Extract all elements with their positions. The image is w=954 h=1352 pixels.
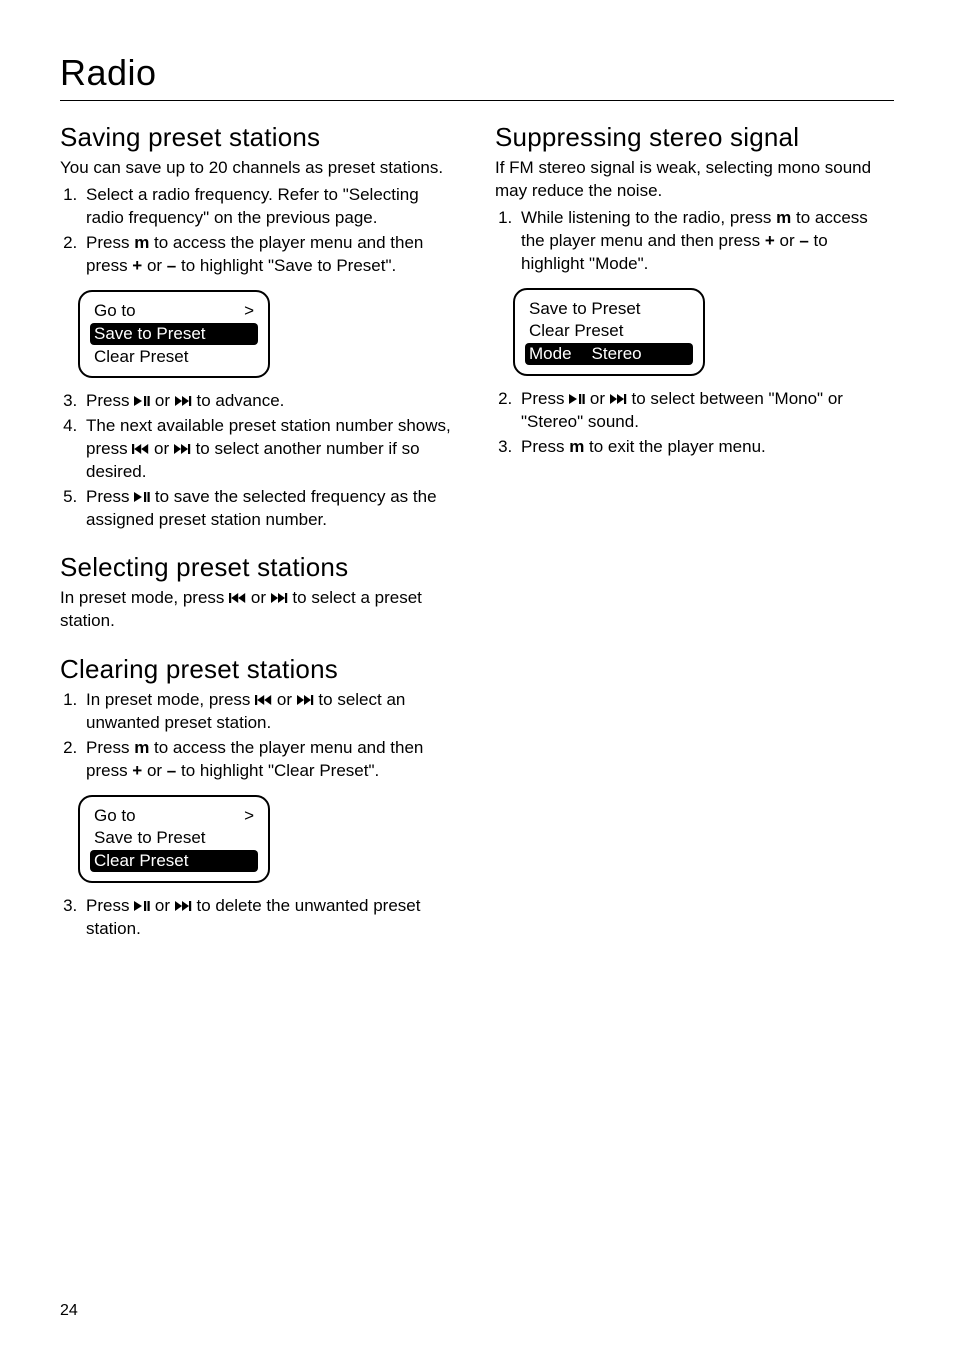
heading-suppressing: Suppressing stereo signal xyxy=(495,123,894,153)
back-end-icon xyxy=(229,593,246,604)
saving-step-4: The next available preset station number… xyxy=(82,415,459,484)
selecting-lead: In preset mode, press or to select a pre… xyxy=(60,587,459,633)
clearing-step-3: Press or to delete the unwanted preset s… xyxy=(82,895,459,941)
heading-clearing: Clearing preset stations xyxy=(60,655,459,685)
suppressing-step-3: Press m to exit the player menu. xyxy=(517,436,894,459)
suppressing-step-1: While listening to the radio, press m to… xyxy=(517,207,894,276)
back-end-icon xyxy=(255,695,272,706)
suppressing-step-2: Press or to select between "Mono" or "St… xyxy=(517,388,894,434)
page-number: 24 xyxy=(60,1302,78,1320)
saving-step-3: Press or to advance. xyxy=(82,390,459,413)
right-column: Suppressing stereo signal If FM stereo s… xyxy=(495,123,894,943)
forward-end-icon xyxy=(175,901,192,912)
saving-steps-cont: Press or to advance. The next available … xyxy=(60,390,459,532)
play-pause-icon xyxy=(134,492,150,503)
saving-step-1: Select a radio frequency. Refer to "Sele… xyxy=(82,184,459,230)
suppressing-steps-cont: Press or to select between "Mono" or "St… xyxy=(495,388,894,459)
saving-step-2: Press m to access the player menu and th… xyxy=(82,232,459,278)
screen-row: Clear Preset xyxy=(94,346,254,368)
back-end-icon xyxy=(132,444,149,455)
screen-clear-preset: Go to > Save to Preset Clear Preset xyxy=(78,795,270,883)
forward-end-icon xyxy=(610,394,627,405)
saving-step-5: Press to save the selected frequency as … xyxy=(82,486,459,532)
forward-end-icon xyxy=(175,396,192,407)
clearing-steps: In preset mode, press or to select an un… xyxy=(60,689,459,783)
title-rule xyxy=(60,100,894,101)
screen-row-highlight: Clear Preset xyxy=(90,850,258,872)
screen-row: Go to > xyxy=(94,300,254,322)
forward-end-icon xyxy=(174,444,191,455)
heading-saving: Saving preset stations xyxy=(60,123,459,153)
clearing-steps-cont: Press or to delete the unwanted preset s… xyxy=(60,895,459,941)
suppressing-lead: If FM stereo signal is weak, selecting m… xyxy=(495,157,894,203)
play-pause-icon xyxy=(134,396,150,407)
saving-steps: Select a radio frequency. Refer to "Sele… xyxy=(60,184,459,278)
page-title: Radio xyxy=(60,52,894,94)
columns: Saving preset stations You can save up t… xyxy=(60,123,894,943)
page: Radio Saving preset stations You can sav… xyxy=(0,0,954,1352)
screen-row-highlight: Mode Stereo xyxy=(525,343,693,365)
forward-end-icon xyxy=(271,593,288,604)
screen-row: Save to Preset xyxy=(529,298,689,320)
clearing-step-1: In preset mode, press or to select an un… xyxy=(82,689,459,735)
left-column: Saving preset stations You can save up t… xyxy=(60,123,459,943)
play-pause-icon xyxy=(134,901,150,912)
play-pause-icon xyxy=(569,394,585,405)
screen-save-preset: Go to > Save to Preset Clear Preset xyxy=(78,290,270,378)
screen-row: Clear Preset xyxy=(529,320,689,342)
screen-row: Go to > xyxy=(94,805,254,827)
saving-lead: You can save up to 20 channels as preset… xyxy=(60,157,459,180)
suppressing-steps: While listening to the radio, press m to… xyxy=(495,207,894,276)
forward-end-icon xyxy=(297,695,314,706)
heading-selecting: Selecting preset stations xyxy=(60,553,459,583)
screen-row-highlight: Save to Preset xyxy=(90,323,258,345)
clearing-step-2: Press m to access the player menu and th… xyxy=(82,737,459,783)
screen-mode: Save to Preset Clear Preset Mode Stereo xyxy=(513,288,705,376)
screen-row: Save to Preset xyxy=(94,827,254,849)
